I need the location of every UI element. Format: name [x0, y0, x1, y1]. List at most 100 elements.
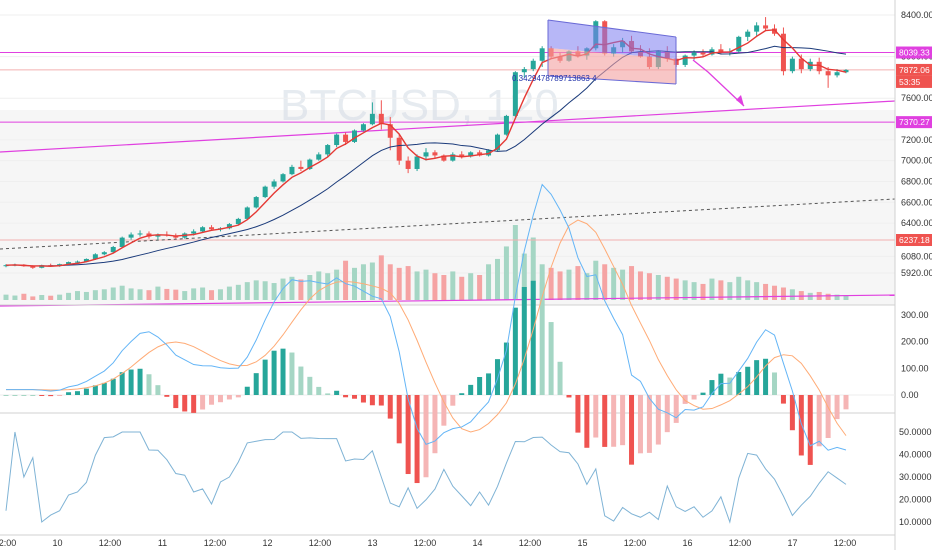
forecast-arrow-path [692, 59, 745, 107]
candle-body [289, 166, 295, 175]
volume-bar [584, 273, 590, 300]
price-tick-label: 7000.00 [901, 156, 932, 166]
price-label-text: 8039.33 [899, 48, 930, 58]
volume-bar [164, 288, 170, 300]
macd-histogram-bar [843, 395, 849, 410]
volume-bar [825, 293, 831, 300]
time-tick-label: 12 [262, 538, 272, 548]
macd-histogram-bar [772, 372, 778, 395]
candle-body [262, 186, 268, 198]
candle-body [414, 156, 420, 169]
volume-bar [575, 266, 581, 300]
macd-histogram-bar [727, 377, 733, 395]
macd-tick-label: 300.00 [901, 310, 929, 320]
candle-body [494, 134, 500, 151]
macd-histogram-bar [530, 280, 536, 395]
time-tick-label: 12:00 [0, 538, 16, 548]
candle-body [736, 36, 742, 52]
macd-histogram-bar [39, 395, 45, 396]
volume-bar [83, 291, 89, 300]
price-label-text: 6237.18 [899, 235, 930, 245]
macd-histogram-bar [343, 395, 349, 398]
candle-body [798, 58, 804, 70]
macd-histogram-bar [566, 395, 572, 398]
volume-bar [405, 266, 411, 300]
macd-histogram-bar [512, 307, 518, 395]
volume-bar [110, 287, 116, 300]
candle-body [271, 181, 277, 187]
candle-body [450, 154, 456, 161]
candle-body [405, 160, 411, 169]
macd-histogram-bar [128, 369, 134, 395]
macd-histogram-bar [816, 395, 822, 447]
macd-histogram-bar [548, 322, 554, 395]
volume-bar [423, 269, 429, 300]
volume-bar [128, 288, 134, 300]
price-tick-label: 6080.00 [901, 251, 932, 261]
macd-histogram-bar [12, 395, 18, 396]
time-axis[interactable]: 12:00 10 12:00 11 12:00 12 12:00 13 12:00 14 12:00… [0, 538, 856, 548]
candle-body [253, 197, 259, 208]
macd-pane [0, 183, 895, 484]
time-tick-label: 12:00 [519, 538, 542, 548]
macd-histogram-bar [360, 395, 366, 403]
macd-histogram-bar [83, 388, 89, 395]
volume-bar [21, 293, 27, 300]
price-axis[interactable]: 8400.008000.007600.007200.007000.006800.… [896, 10, 932, 527]
macd-histogram-bar [307, 376, 313, 395]
price-tick-label: 6400.00 [901, 218, 932, 228]
volume-bar [414, 271, 420, 300]
candle-body [530, 60, 536, 70]
volume-bar [709, 278, 715, 300]
time-tick-label: 12:00 [204, 538, 227, 548]
annotations: 0.3429478789713863 4 [512, 19, 745, 107]
volume-bar [468, 273, 474, 300]
candle-body [834, 72, 840, 76]
volume-bar [593, 260, 599, 300]
candle-body [718, 49, 724, 53]
macd-histogram-bar [217, 395, 223, 403]
price-label-badge [896, 116, 932, 129]
volume-bar [262, 281, 268, 300]
candle-body [155, 234, 161, 237]
volume-bar [3, 294, 9, 300]
candle-body [369, 113, 375, 125]
volume-bar [155, 286, 161, 300]
macd-line [6, 183, 847, 451]
macd-histogram-bar [825, 395, 831, 438]
volume-bar [727, 282, 733, 300]
volume-bar [66, 292, 72, 300]
volume-bar [629, 266, 635, 300]
candle-body [191, 231, 197, 234]
volume-bar [182, 291, 188, 300]
macd-histogram-bar [450, 395, 456, 406]
volume-bar [539, 264, 545, 300]
forecast-arrow-head [736, 95, 744, 106]
volume-bar [235, 284, 241, 300]
volume-bar [307, 275, 313, 300]
volume-bar [521, 253, 527, 300]
macd-histogram-bar [378, 395, 384, 406]
macd-histogram-bar [396, 395, 402, 444]
candle-body [244, 207, 250, 219]
price-tick-label: 7600.00 [901, 93, 932, 103]
candle-body [200, 227, 206, 232]
macd-histogram-bar [486, 373, 492, 395]
volume-bar [101, 289, 107, 300]
macd-histogram-bar [441, 395, 447, 426]
channel-lower-fill [548, 48, 676, 84]
candle-body [843, 69, 849, 73]
volume-bar [244, 282, 250, 300]
volume-bar [137, 289, 143, 300]
time-tick-label: 12:00 [309, 538, 332, 548]
candle-body [101, 252, 107, 255]
volume-bar [30, 296, 36, 300]
volume-bar [611, 267, 617, 300]
volume-bar [360, 264, 366, 300]
macd-histogram-bar [146, 374, 152, 395]
time-tick-label: 15 [577, 538, 587, 548]
candle-body [468, 152, 474, 157]
macd-histogram-bar [182, 395, 188, 412]
